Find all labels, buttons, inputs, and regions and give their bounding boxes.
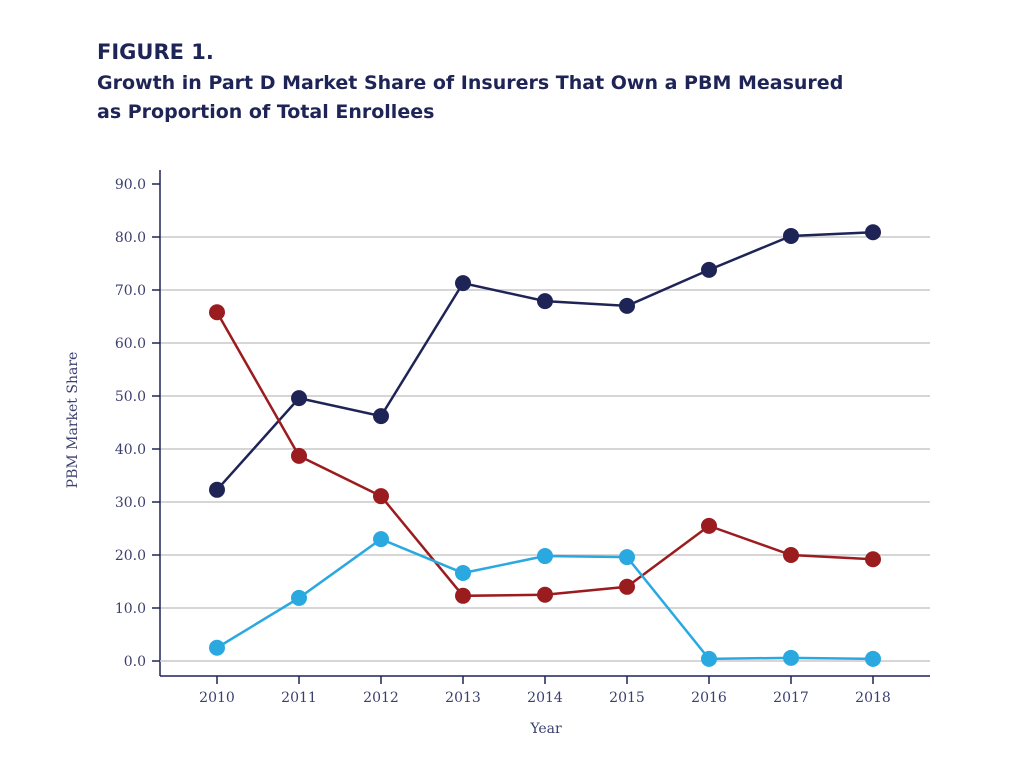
x-tick-label: 2018 (855, 690, 891, 706)
x-tick-label: 2012 (363, 690, 399, 706)
y-tick-label: 40.0 (115, 442, 146, 458)
data-point (373, 488, 389, 505)
data-point (291, 390, 307, 407)
data-point (537, 548, 553, 565)
x-tick-label: 2013 (445, 690, 481, 706)
x-tick-label: 2017 (773, 690, 809, 706)
y-tick-label: 10.0 (115, 601, 146, 617)
y-axis-label: PBM Market Share (65, 352, 81, 489)
data-point (865, 551, 881, 568)
x-tick-label: 2010 (199, 690, 235, 706)
data-point (291, 447, 307, 464)
x-tick-label: 2014 (527, 690, 563, 706)
chart-title-line1: Growth in Part D Market Share of Insurer… (97, 72, 844, 94)
data-point (209, 639, 225, 656)
figure-label: FIGURE 1. (97, 40, 214, 64)
x-tick-label: 2011 (281, 690, 317, 706)
x-tick-label: 2015 (609, 690, 645, 706)
data-point (865, 224, 881, 241)
y-tick-label: 30.0 (115, 495, 146, 511)
y-tick-label: 70.0 (115, 283, 146, 299)
series-line-0 (216, 230, 874, 491)
x-axis-label: Year (529, 721, 562, 737)
data-point (783, 547, 799, 563)
x-tick-label: 2016 (691, 690, 727, 706)
y-tick-label: 50.0 (115, 389, 146, 405)
y-tick-label: 90.0 (115, 177, 146, 193)
data-point (455, 275, 471, 292)
data-point (701, 650, 717, 667)
data-point (291, 589, 307, 606)
data-point (537, 586, 553, 603)
data-point (783, 227, 799, 244)
data-point (455, 565, 471, 582)
data-point (209, 481, 225, 498)
y-tick-label: 0.0 (124, 654, 146, 670)
data-point (619, 578, 635, 595)
data-point (865, 650, 881, 667)
data-point (701, 517, 717, 534)
chart-title-line2: as Proportion of Total Enrollees (97, 101, 435, 123)
data-point (701, 261, 717, 278)
y-tick-label: 20.0 (115, 548, 146, 564)
data-point (783, 649, 799, 666)
data-point (373, 531, 389, 548)
data-point (619, 297, 635, 314)
data-point (455, 587, 471, 604)
y-tick-label: 80.0 (115, 230, 146, 246)
y-tick-label: 60.0 (115, 336, 146, 352)
data-point (209, 304, 225, 321)
data-point (619, 549, 635, 566)
data-point (537, 293, 553, 310)
data-point (373, 408, 389, 425)
